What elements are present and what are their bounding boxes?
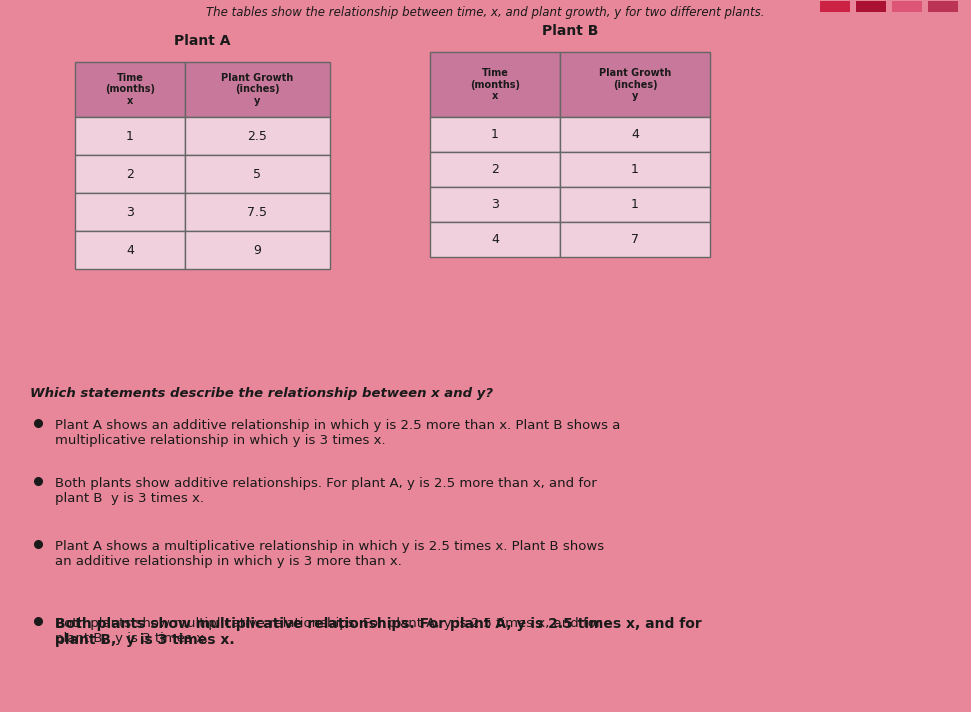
Bar xyxy=(75,231,185,269)
Bar xyxy=(560,117,710,152)
Text: Time
(months)
x: Time (months) x xyxy=(470,68,520,101)
Text: 1: 1 xyxy=(126,130,134,142)
Bar xyxy=(928,1,958,12)
Bar xyxy=(430,187,560,222)
Bar xyxy=(560,222,710,257)
Text: 1: 1 xyxy=(491,128,499,141)
Text: 7: 7 xyxy=(631,233,639,246)
Bar xyxy=(185,155,330,193)
Bar xyxy=(430,52,560,117)
Bar xyxy=(560,187,710,222)
Text: 7.5: 7.5 xyxy=(248,206,267,219)
Text: 4: 4 xyxy=(126,244,134,256)
Text: The tables show the relationship between time, x, and plant growth, y for two di: The tables show the relationship between… xyxy=(206,6,764,19)
Bar xyxy=(820,1,850,12)
Text: 2: 2 xyxy=(491,163,499,176)
Text: Both plants show multiplicative relationships. For plant A, y is 2.5 times x, an: Both plants show multiplicative relation… xyxy=(55,617,601,645)
Bar xyxy=(856,1,886,12)
Bar xyxy=(185,193,330,231)
Text: 1: 1 xyxy=(631,163,639,176)
Bar xyxy=(560,152,710,187)
Text: 4: 4 xyxy=(491,233,499,246)
Text: Both plants show multiplicative relationships. For plant A, y is 2.5 times x, an: Both plants show multiplicative relation… xyxy=(55,617,702,647)
Text: Plant A: Plant A xyxy=(174,34,231,48)
Text: Time
(months)
x: Time (months) x xyxy=(105,73,155,106)
Text: 4: 4 xyxy=(631,128,639,141)
Text: Plant Growth
(inches)
y: Plant Growth (inches) y xyxy=(599,68,671,101)
Text: Plant A shows a multiplicative relationship in which y is 2.5 times x. Plant B s: Plant A shows a multiplicative relations… xyxy=(55,540,604,568)
Text: 3: 3 xyxy=(126,206,134,219)
Bar xyxy=(185,62,330,117)
Bar xyxy=(560,52,710,117)
Bar xyxy=(892,1,922,12)
Text: 9: 9 xyxy=(253,244,261,256)
Bar xyxy=(430,117,560,152)
Bar xyxy=(185,117,330,155)
Text: Which statements describe the relationship between x and y?: Which statements describe the relationsh… xyxy=(30,387,493,400)
Bar xyxy=(430,222,560,257)
Text: Plant A shows an additive relationship in which y is 2.5 more than x. Plant B sh: Plant A shows an additive relationship i… xyxy=(55,419,620,447)
Text: 2.5: 2.5 xyxy=(248,130,267,142)
Bar xyxy=(75,62,185,117)
Text: 3: 3 xyxy=(491,198,499,211)
Text: Plant B: Plant B xyxy=(542,24,598,38)
Bar xyxy=(185,231,330,269)
Text: 5: 5 xyxy=(253,167,261,181)
Bar xyxy=(75,117,185,155)
Bar xyxy=(75,193,185,231)
Bar xyxy=(430,152,560,187)
Text: 2: 2 xyxy=(126,167,134,181)
Text: Both plants show additive relationships. For plant A, y is 2.5 more than x, and : Both plants show additive relationships.… xyxy=(55,477,597,505)
Bar xyxy=(75,155,185,193)
Text: 1: 1 xyxy=(631,198,639,211)
Text: Plant Growth
(inches)
y: Plant Growth (inches) y xyxy=(221,73,293,106)
